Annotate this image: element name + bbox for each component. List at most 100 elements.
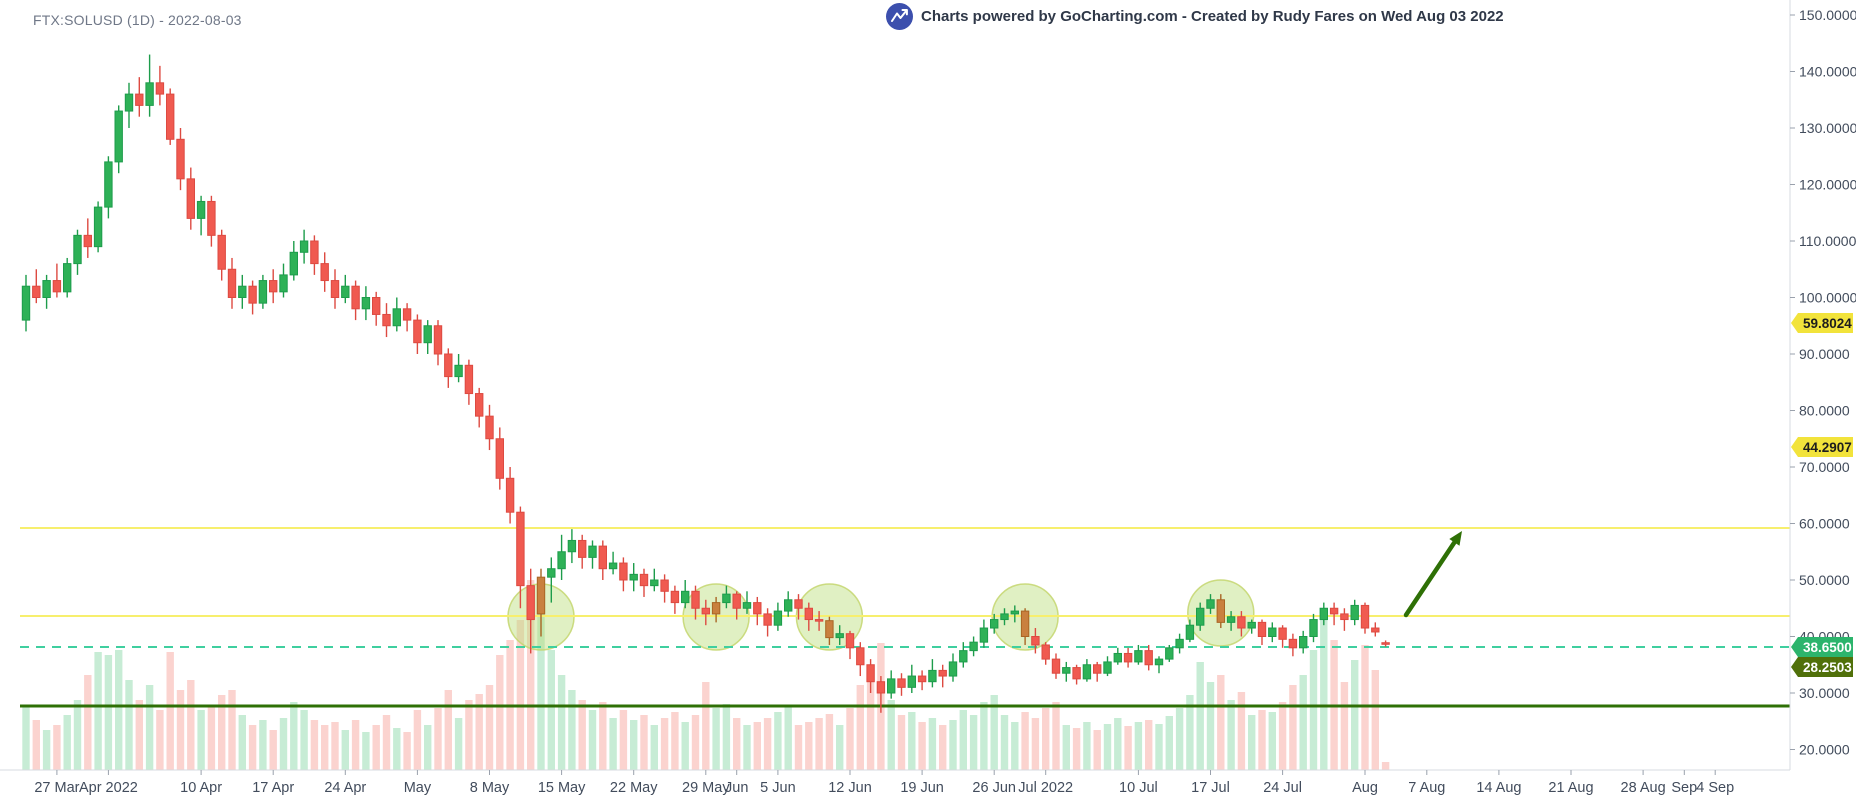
- trend-arrow[interactable]: [1403, 531, 1462, 618]
- volume-bar: [1031, 718, 1040, 770]
- date-tick-label: 19 Jun: [900, 780, 944, 796]
- candle-body: [1123, 652, 1133, 663]
- price-tags[interactable]: 59.8024 44.2907 38.6500 28.2503: [1791, 313, 1853, 677]
- volume-bar: [115, 650, 123, 770]
- volume-bar: [1093, 730, 1101, 770]
- volume-bar: [156, 710, 164, 770]
- price-tag-44.2907[interactable]: [1791, 437, 1853, 457]
- candle-body: [423, 325, 432, 344]
- candle-body: [1319, 607, 1328, 621]
- candle-body: [433, 325, 443, 355]
- candle-body: [1329, 607, 1339, 615]
- candle-body: [186, 178, 196, 219]
- date-axis[interactable]: 27 Mar Apr 2022 10 Apr 17 Apr 24 Apr May 8 May…: [34, 770, 1734, 796]
- candle-body: [145, 82, 154, 106]
- volume-bar: [42, 730, 51, 770]
- volume-bar: [403, 732, 411, 770]
- candle-body: [928, 669, 937, 683]
- candle-body: [475, 393, 484, 417]
- price-tick-label: 150.0000: [1799, 7, 1856, 23]
- candle-body: [320, 263, 329, 282]
- volume-bar: [104, 655, 113, 770]
- candle-body: [804, 607, 813, 621]
- candle-body: [207, 200, 216, 236]
- date-tick-label: Sep: [1671, 780, 1697, 796]
- volume-bar: [290, 702, 298, 770]
- candle-body: [289, 251, 299, 276]
- volume-bar: [393, 728, 401, 770]
- volume-bar: [969, 715, 978, 770]
- candle-body: [1062, 667, 1071, 674]
- volume-bar: [413, 710, 422, 770]
- volume-bar: [166, 652, 174, 770]
- watermark-text: Charts powered by GoCharting.com - Creat…: [921, 8, 1504, 25]
- price-tag-38.6500[interactable]: [1791, 637, 1853, 657]
- date-tick-label: Apr 2022: [79, 780, 138, 796]
- volume-bar: [321, 725, 329, 770]
- candle-body: [814, 619, 824, 622]
- candle-body: [1082, 664, 1092, 680]
- candle-body: [1154, 658, 1164, 666]
- candle-body: [52, 280, 62, 293]
- volume-bar: [382, 715, 391, 770]
- volume-bar: [1278, 702, 1287, 770]
- volume-bar: [547, 650, 555, 770]
- candle-body: [1041, 644, 1050, 660]
- volume-bar: [1227, 700, 1235, 770]
- candle-body: [238, 285, 247, 299]
- candle-body: [1237, 616, 1246, 629]
- date-tick-label: 24 Apr: [324, 780, 366, 796]
- candle-body: [959, 650, 968, 663]
- price-tick-label: 80.0000: [1799, 403, 1850, 419]
- candle-body: [1257, 621, 1267, 637]
- candle-body: [361, 297, 371, 310]
- price-tick-label: 130.0000: [1799, 120, 1856, 136]
- volume-bar: [609, 718, 617, 770]
- candle-body: [660, 579, 669, 592]
- candle-body: [701, 607, 710, 615]
- volume-bar: [1268, 712, 1276, 770]
- volume-bar: [866, 675, 875, 770]
- volume-bar: [1186, 695, 1194, 770]
- volume-bar: [1134, 722, 1143, 770]
- volume-bar: [269, 730, 277, 770]
- candle-body: [114, 110, 123, 163]
- volume-bar: [135, 700, 143, 770]
- price-tag-59.8024[interactable]: [1791, 313, 1853, 333]
- candle-body: [382, 313, 391, 327]
- candle-body: [1381, 642, 1390, 645]
- volume-bar: [22, 705, 30, 770]
- date-tick-label: 12 Jun: [828, 780, 872, 796]
- candle-body: [722, 593, 731, 604]
- candle-body: [835, 633, 844, 639]
- trend-arrow-shaft[interactable]: [1403, 534, 1461, 618]
- volume-bar: [753, 722, 761, 770]
- date-tick-label: 21 Aug: [1548, 780, 1593, 796]
- candle-body: [732, 593, 741, 609]
- candle-body: [845, 633, 855, 649]
- volume-bar: [1145, 720, 1153, 770]
- candle-body: [1350, 604, 1359, 621]
- candle-body: [1000, 613, 1009, 621]
- date-tick-label: 24 Jul: [1263, 780, 1302, 796]
- candle-body: [588, 545, 597, 558]
- volume-bar: [1309, 650, 1318, 770]
- volume-bar: [53, 725, 61, 770]
- price-axis[interactable]: 150.0000 140.0000 130.0000 120.0000 110.0000…: [1790, 7, 1856, 758]
- candle-body: [1309, 619, 1318, 637]
- volume-bar: [1320, 620, 1328, 770]
- volume-bar: [908, 712, 916, 770]
- volume-bar: [949, 720, 957, 770]
- price-tick-label: 20.0000: [1799, 742, 1850, 758]
- gocharting-logo-icon: [886, 3, 913, 30]
- date-tick-label: 8 May: [470, 780, 510, 796]
- price-lines-layer[interactable]: [20, 527, 1790, 708]
- candle-body: [629, 573, 638, 581]
- volume-bar: [454, 718, 463, 770]
- candle-body: [351, 285, 360, 310]
- price-tag-28.2503[interactable]: [1791, 657, 1853, 677]
- volume-bar: [599, 702, 607, 770]
- volume-bar: [197, 710, 205, 770]
- volume-bar: [32, 720, 40, 770]
